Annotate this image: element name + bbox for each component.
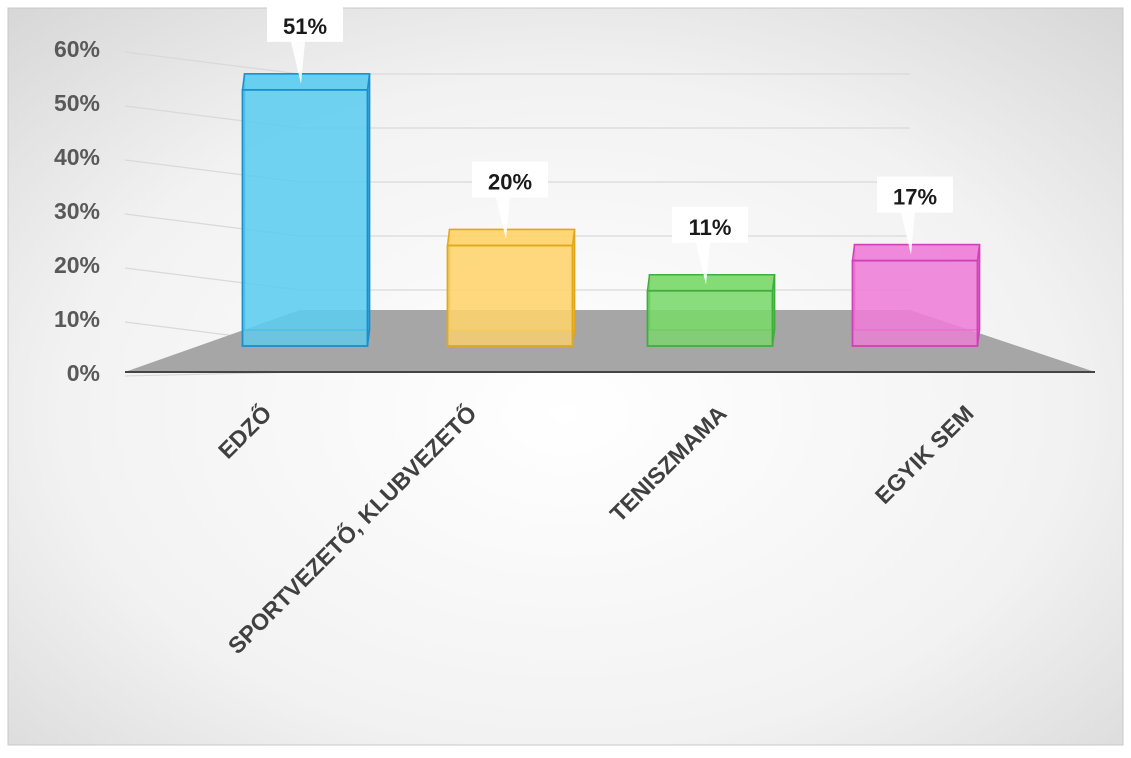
bar-top-face xyxy=(853,245,980,261)
bar-top-face xyxy=(448,230,575,246)
y-tick-label: 20% xyxy=(54,252,100,278)
bar-top-face xyxy=(648,275,775,291)
y-tick-label: 10% xyxy=(54,306,100,332)
bar xyxy=(243,74,370,346)
data-label: 20% xyxy=(488,170,532,195)
chart-background xyxy=(8,8,1123,745)
bar xyxy=(648,275,775,346)
bar-front-face xyxy=(448,246,573,346)
bar xyxy=(853,245,980,346)
bar xyxy=(448,230,575,346)
y-tick-label: 50% xyxy=(54,90,100,116)
y-tick-label: 40% xyxy=(54,144,100,170)
y-tick-label: 60% xyxy=(54,36,100,62)
data-label: 11% xyxy=(689,215,732,240)
bar-front-face xyxy=(243,90,368,346)
data-label: 17% xyxy=(893,185,937,210)
data-label: 51% xyxy=(283,14,327,39)
bar-front-face xyxy=(648,291,773,346)
bar-front-face xyxy=(853,261,978,346)
y-tick-label: 0% xyxy=(67,360,100,386)
bar-top-face xyxy=(243,74,370,90)
y-tick-label: 30% xyxy=(54,198,100,224)
